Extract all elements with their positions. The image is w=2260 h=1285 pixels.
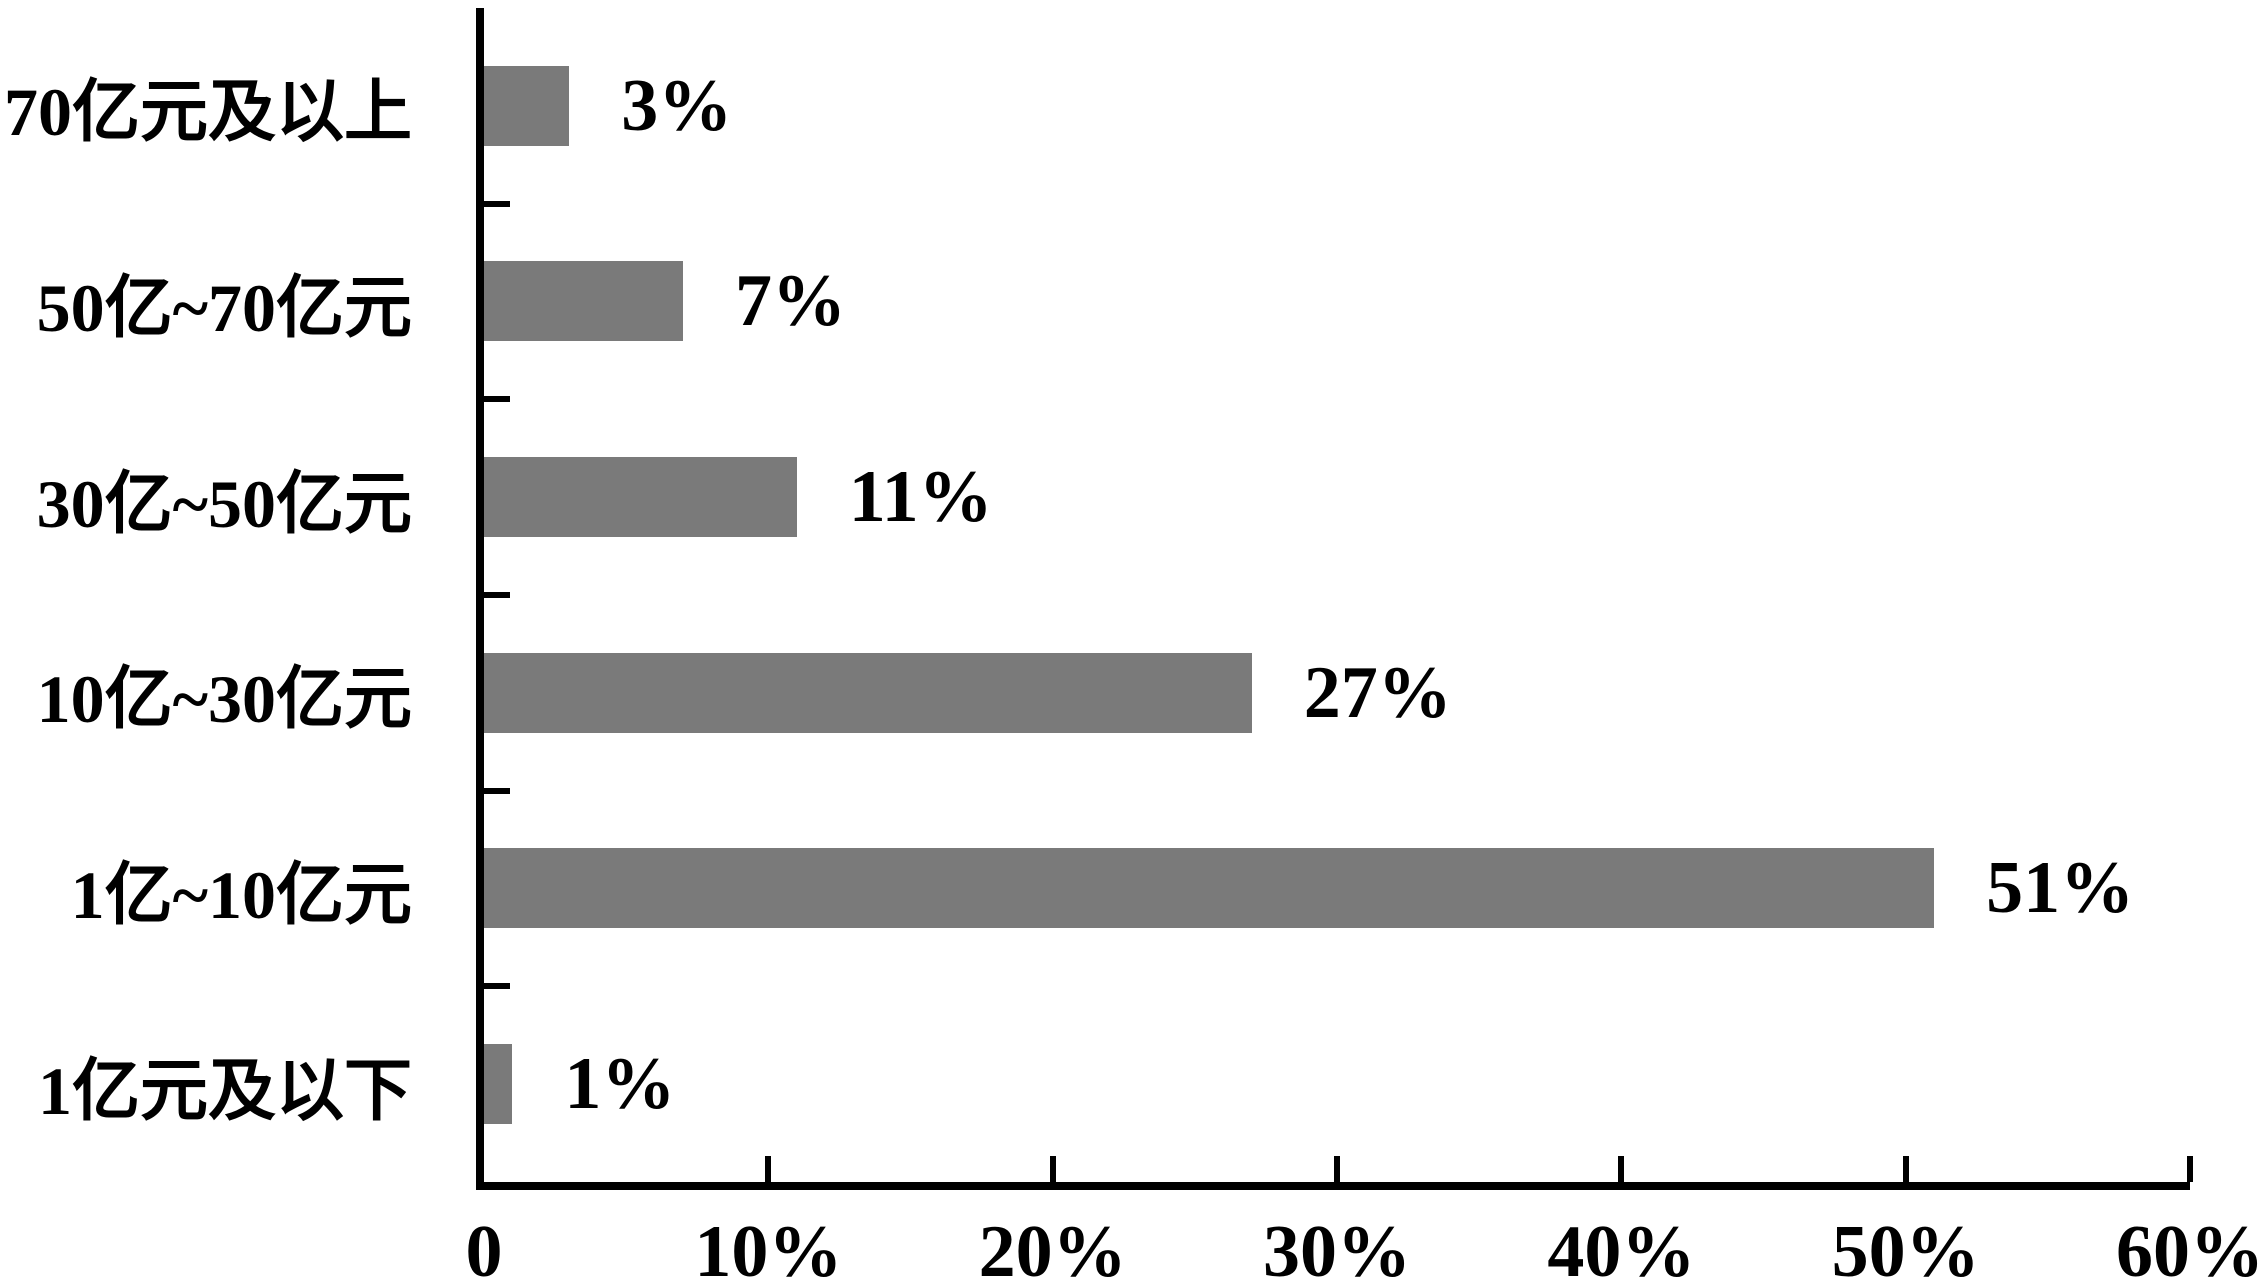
bar	[484, 1044, 513, 1125]
x-axis-labels: 0 10% 20% 30% 40% 50% 60%	[0, 1215, 2260, 1285]
value-label: 3%	[621, 64, 733, 147]
x-axis-tick	[1902, 1156, 1909, 1182]
y-axis-tick	[484, 200, 510, 207]
category-axis: 70亿元及以上 50亿~70亿元 30亿~50亿元 10亿~30亿元 1亿~10亿元 1亿…	[0, 8, 412, 1182]
category-label: 1亿元及以下	[37, 1052, 412, 1129]
x-axis-tick	[765, 1156, 772, 1182]
category-label: 50亿~70亿元	[36, 269, 412, 346]
x-tick-label: 50%	[1831, 1211, 1980, 1285]
y-axis-tick	[484, 983, 510, 990]
x-axis-tick	[2187, 1156, 2193, 1182]
y-axis-tick	[484, 592, 510, 598]
bar	[484, 261, 684, 342]
value-label: 11%	[848, 456, 993, 539]
bar-row: 7%	[484, 204, 2190, 400]
x-axis-tick	[1049, 1156, 1056, 1182]
category-label: 10亿~30亿元	[36, 661, 412, 738]
plot-area: 3% 7% 11% 27% 51% 1%	[476, 8, 2193, 1190]
x-tick-label: 60%	[2116, 1211, 2260, 1285]
x-tick-label: 30%	[1263, 1211, 1411, 1285]
bar-row: 27%	[484, 595, 2190, 791]
x-tick-label: 10%	[694, 1211, 843, 1285]
x-tick-label: 0	[465, 1211, 503, 1285]
value-label: 27%	[1303, 651, 1452, 734]
value-label: 7%	[735, 260, 847, 343]
x-axis-tick	[1618, 1156, 1625, 1182]
bar	[484, 457, 797, 538]
x-tick-label: 20%	[978, 1211, 1127, 1285]
bar-row: 3%	[484, 8, 2190, 204]
value-label: 51%	[1986, 847, 2135, 930]
category-label: 1亿~10亿元	[70, 856, 412, 933]
bar-row: 51%	[484, 791, 2190, 987]
y-axis-tick	[484, 396, 510, 403]
category-label: 70亿元及以上	[3, 74, 412, 151]
bar-row: 1%	[484, 986, 2190, 1182]
value-label: 1%	[564, 1043, 676, 1126]
x-tick-label: 40%	[1547, 1211, 1696, 1285]
bar	[484, 65, 570, 146]
category-label: 30亿~50亿元	[36, 465, 412, 542]
x-axis-tick	[1334, 1156, 1340, 1182]
bar	[484, 848, 1935, 929]
bar-row: 11%	[484, 399, 2190, 595]
y-axis-tick	[484, 787, 510, 794]
bar	[484, 652, 1252, 733]
